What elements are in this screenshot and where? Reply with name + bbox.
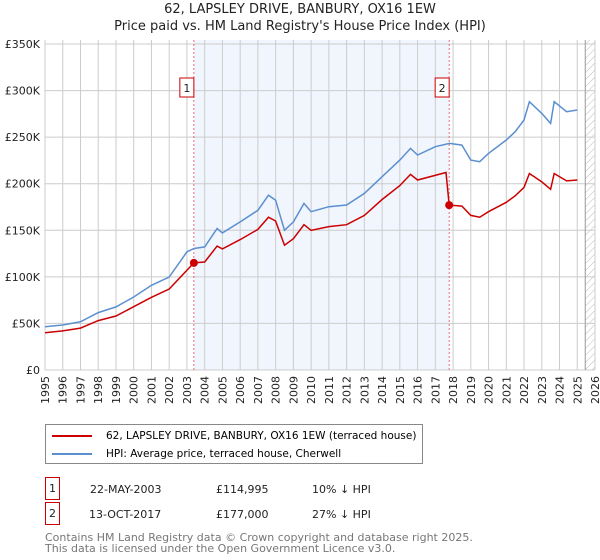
x-tick-label: 2019	[465, 376, 478, 404]
transaction-date: 13-OCT-2017	[89, 508, 162, 521]
property-price-line	[44, 171, 578, 334]
transaction-marker: 1	[45, 477, 60, 500]
sale-marker-box	[434, 77, 450, 98]
legend: 62, LAPSLEY DRIVE, BANBURY, OX16 1EW (te…	[45, 424, 423, 464]
x-tick-label: 2012	[341, 376, 354, 404]
transaction-marker: 2	[45, 502, 60, 525]
transaction-price: £114,995	[216, 483, 269, 496]
sale-point	[189, 258, 198, 267]
x-tick-label: 2013	[358, 376, 371, 404]
x-tick-label: 2016	[412, 376, 425, 404]
sale-marker-box	[179, 77, 195, 98]
y-tick-label: £50K	[12, 317, 41, 330]
y-tick-label: £300K	[5, 85, 41, 98]
footer: Contains HM Land Registry data © Crown c…	[45, 532, 473, 554]
x-tick-label: 2010	[305, 376, 318, 404]
y-tick-label: £0	[26, 364, 40, 377]
x-tick-label: 1995	[39, 376, 52, 404]
x-tick-label: 2000	[128, 376, 141, 404]
forecast-hatch	[585, 40, 595, 370]
x-tick-label: 2020	[483, 376, 496, 404]
x-tick-label: 2011	[323, 376, 336, 404]
x-tick-label: 2007	[252, 376, 265, 404]
x-tick-label: 1997	[74, 376, 87, 404]
x-tick-label: 2017	[429, 376, 442, 404]
y-tick-label: £200K	[5, 178, 41, 191]
transaction-delta: 10% ↓ HPI	[312, 483, 371, 496]
x-tick-label: 1998	[92, 376, 105, 404]
x-tick-label: 2026	[589, 376, 600, 404]
legend-swatch-hpi	[52, 453, 92, 455]
footer-licence: This data is licensed under the Open Gov…	[45, 542, 396, 555]
x-tick-label: 2001	[145, 376, 158, 404]
between-sales-shading	[193, 40, 450, 370]
x-tick-label: 2021	[500, 376, 513, 404]
footer-copyright: Contains HM Land Registry data © Crown c…	[45, 531, 473, 544]
x-tick-label: 2014	[376, 376, 389, 404]
sale-point	[445, 201, 454, 210]
x-tick-label: 2003	[181, 376, 194, 404]
x-tick-label: 2024	[554, 376, 567, 404]
y-tick-label: £150K	[5, 224, 41, 237]
y-tick-label: £100K	[5, 271, 41, 284]
x-tick-label: 2018	[447, 376, 460, 404]
legend-swatch-property	[52, 435, 92, 437]
x-tick-label: 2005	[216, 376, 229, 404]
sale-marker-label: 1	[183, 82, 190, 95]
chart-subtitle: Price paid vs. HM Land Registry's House …	[114, 19, 486, 34]
transaction-price: £177,000	[216, 508, 269, 521]
x-tick-label: 1999	[110, 376, 123, 404]
sale-marker-label: 2	[439, 82, 446, 95]
legend-label-property: 62, LAPSLEY DRIVE, BANBURY, OX16 1EW (te…	[106, 430, 417, 442]
x-tick-label: 2002	[163, 376, 176, 404]
chart-title: 62, LAPSLEY DRIVE, BANBURY, OX16 1EW	[164, 2, 436, 17]
hpi-line	[44, 100, 578, 328]
x-tick-label: 2006	[234, 376, 247, 404]
x-tick-label: 2015	[394, 376, 407, 404]
x-tick-label: 2004	[199, 376, 212, 404]
plot-area: 1995 1996 1997 1998 1999 2000 2001 2002 2003 2004…	[5, 38, 600, 404]
y-tick-label: £250K	[5, 131, 41, 144]
x-tick-label: 2025	[571, 376, 584, 404]
transaction-delta: 27% ↓ HPI	[312, 508, 371, 521]
x-tick-label: 2022	[518, 376, 531, 404]
x-tick-label: 2009	[287, 376, 300, 404]
x-tick-label: 1996	[57, 376, 70, 404]
x-tick-label: 2008	[270, 376, 283, 404]
transaction-date: 22-MAY-2003	[90, 483, 162, 496]
y-tick-label: £350K	[5, 38, 41, 51]
x-tick-label: 2023	[536, 376, 549, 404]
legend-label-hpi: HPI: Average price, terraced house, Cher…	[106, 448, 342, 460]
